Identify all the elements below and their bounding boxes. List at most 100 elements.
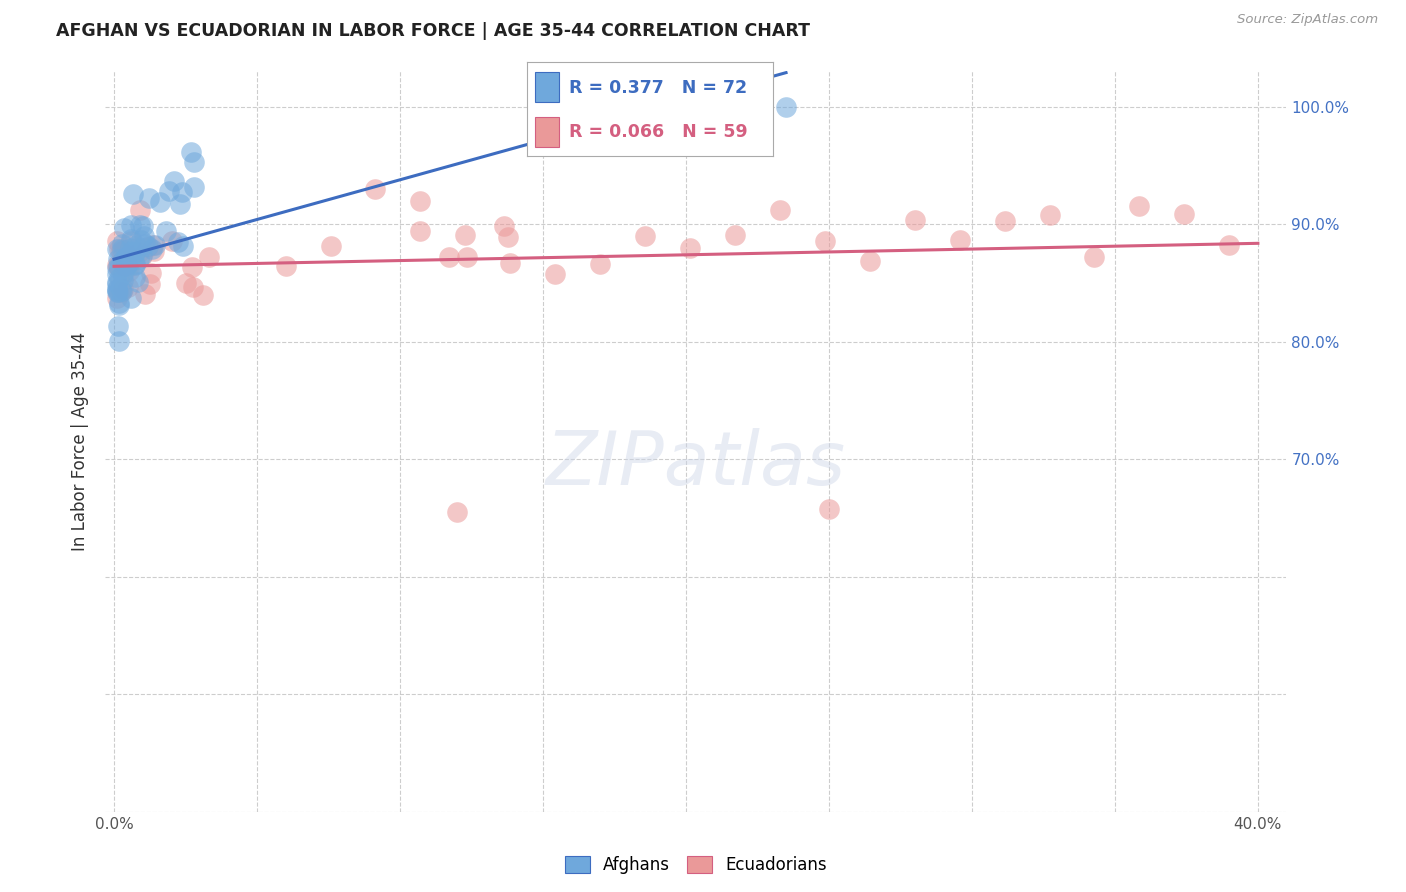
- Point: [120, 232, 142, 246]
- Point: [110, 285, 132, 300]
- Point: [105, 275, 128, 289]
- Point: [129, 233, 152, 247]
- Point: [105, 282, 128, 296]
- Point: [111, 254, 134, 268]
- Point: [112, 243, 135, 257]
- Point: [114, 251, 136, 265]
- Point: [110, 283, 132, 297]
- Bar: [534, 72, 560, 102]
- Point: [612, 103, 634, 117]
- Point: [121, 244, 143, 258]
- Point: [117, 257, 139, 271]
- Point: [134, 229, 156, 244]
- Point: [105, 234, 128, 248]
- Point: [108, 334, 131, 349]
- Point: [111, 282, 134, 296]
- Text: Source: ZipAtlas.com: Source: ZipAtlas.com: [1237, 13, 1378, 27]
- Point: [174, 276, 197, 290]
- Point: [138, 240, 160, 254]
- Point: [446, 505, 468, 519]
- Point: [124, 257, 146, 271]
- Point: [167, 235, 190, 249]
- Point: [710, 102, 733, 116]
- Point: [494, 219, 516, 233]
- Point: [105, 283, 128, 297]
- Point: [1173, 207, 1195, 221]
- Point: [544, 267, 567, 281]
- Point: [742, 104, 765, 119]
- Point: [138, 191, 160, 205]
- Point: [163, 173, 186, 187]
- Point: [181, 260, 204, 274]
- Point: [132, 219, 155, 234]
- Point: [117, 256, 139, 270]
- Point: [108, 271, 131, 285]
- Point: [120, 291, 142, 305]
- Point: [170, 185, 193, 199]
- Point: [108, 242, 131, 256]
- Point: [183, 180, 205, 194]
- Point: [111, 273, 134, 287]
- Point: [1128, 199, 1150, 213]
- Point: [124, 258, 146, 272]
- Point: [128, 245, 150, 260]
- Point: [364, 182, 387, 196]
- Point: [157, 184, 180, 198]
- Point: [181, 279, 204, 293]
- Point: [105, 258, 128, 272]
- Bar: [534, 117, 560, 147]
- Point: [120, 218, 142, 232]
- Y-axis label: In Labor Force | Age 35-44: In Labor Force | Age 35-44: [72, 332, 90, 551]
- Point: [105, 277, 128, 291]
- Point: [724, 228, 747, 243]
- Text: R = 0.066   N = 59: R = 0.066 N = 59: [569, 123, 748, 141]
- Point: [118, 264, 141, 278]
- Point: [114, 258, 136, 272]
- Point: [454, 228, 477, 243]
- Point: [1083, 250, 1105, 264]
- Point: [143, 237, 166, 252]
- Text: ZIPatlas: ZIPatlas: [546, 428, 846, 500]
- Point: [128, 252, 150, 267]
- Point: [1218, 238, 1240, 252]
- Text: AFGHAN VS ECUADORIAN IN LABOR FORCE | AGE 35-44 CORRELATION CHART: AFGHAN VS ECUADORIAN IN LABOR FORCE | AG…: [56, 22, 810, 40]
- Point: [107, 295, 129, 310]
- Point: [115, 260, 138, 274]
- Point: [107, 259, 129, 273]
- Point: [105, 243, 128, 257]
- Point: [134, 237, 156, 252]
- Point: [1038, 209, 1060, 223]
- Point: [117, 279, 139, 293]
- Point: [107, 318, 129, 333]
- Legend: Afghans, Ecuadorians: Afghans, Ecuadorians: [558, 849, 834, 881]
- Point: [124, 246, 146, 260]
- Point: [112, 260, 135, 274]
- Point: [107, 252, 129, 266]
- Point: [814, 234, 837, 248]
- Point: [111, 237, 134, 252]
- Point: [111, 242, 134, 256]
- Point: [949, 233, 972, 247]
- Point: [546, 103, 568, 118]
- Point: [155, 224, 177, 238]
- Point: [994, 214, 1017, 228]
- Point: [107, 260, 129, 275]
- Point: [183, 155, 205, 169]
- Point: [496, 230, 519, 244]
- Point: [129, 219, 152, 233]
- Point: [118, 241, 141, 255]
- Point: [769, 202, 792, 217]
- Point: [110, 244, 132, 258]
- Point: [127, 276, 149, 290]
- Point: [105, 260, 128, 275]
- Point: [409, 194, 432, 208]
- Point: [117, 249, 139, 263]
- Point: [162, 235, 184, 249]
- Point: [105, 267, 128, 281]
- Point: [141, 242, 163, 256]
- Text: R = 0.377   N = 72: R = 0.377 N = 72: [569, 78, 747, 96]
- Point: [169, 196, 191, 211]
- Point: [136, 239, 159, 253]
- Point: [456, 250, 478, 264]
- Point: [124, 245, 146, 260]
